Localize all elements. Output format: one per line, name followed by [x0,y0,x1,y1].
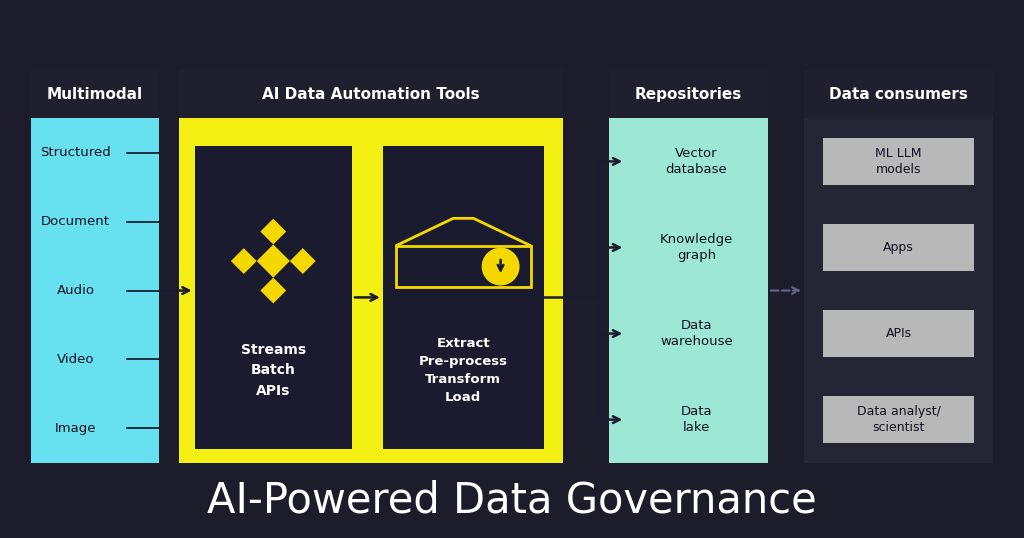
Text: Vector
database: Vector database [666,147,727,176]
Text: Structured: Structured [40,146,111,159]
Text: Video: Video [56,353,94,366]
Text: Multimodal: Multimodal [47,87,142,102]
Bar [823,310,975,357]
Bar [31,118,159,463]
Text: APIs: APIs [886,327,911,340]
Text: AI Data Automation Tools: AI Data Automation Tools [262,87,480,102]
Polygon shape [257,244,290,278]
Bar [823,396,975,443]
Polygon shape [230,248,257,274]
Text: Data consumers: Data consumers [829,87,968,102]
Text: Knowledge
graph: Knowledge graph [659,233,733,262]
Text: Audio: Audio [56,284,94,297]
Text: ML LLM
models: ML LLM models [876,147,922,176]
Bar [395,246,531,287]
Bar [823,224,975,271]
Text: Image: Image [54,422,96,435]
Text: Apps: Apps [883,241,914,254]
Bar [609,70,768,118]
Bar [804,118,993,463]
Polygon shape [260,218,286,244]
Bar [609,118,768,463]
Bar [179,118,563,463]
Bar [0,463,1024,538]
Bar [195,146,352,449]
Bar [383,146,544,449]
Bar [823,138,975,185]
Bar [31,70,159,118]
Ellipse shape [481,247,519,286]
Text: Data
warehouse: Data warehouse [660,319,733,348]
Text: Data
lake: Data lake [681,405,713,434]
Text: Repositories: Repositories [635,87,742,102]
Text: Document: Document [41,215,110,228]
Polygon shape [290,248,315,274]
Polygon shape [260,278,286,303]
Bar [179,70,563,118]
Text: Streams
Batch
APIs: Streams Batch APIs [241,343,306,398]
Text: Data analyst/
scientist: Data analyst/ scientist [857,405,940,434]
Bar [804,70,993,118]
Text: AI-Powered Data Governance: AI-Powered Data Governance [207,479,817,521]
Text: Extract
Pre-process
Transform
Load: Extract Pre-process Transform Load [419,337,508,404]
